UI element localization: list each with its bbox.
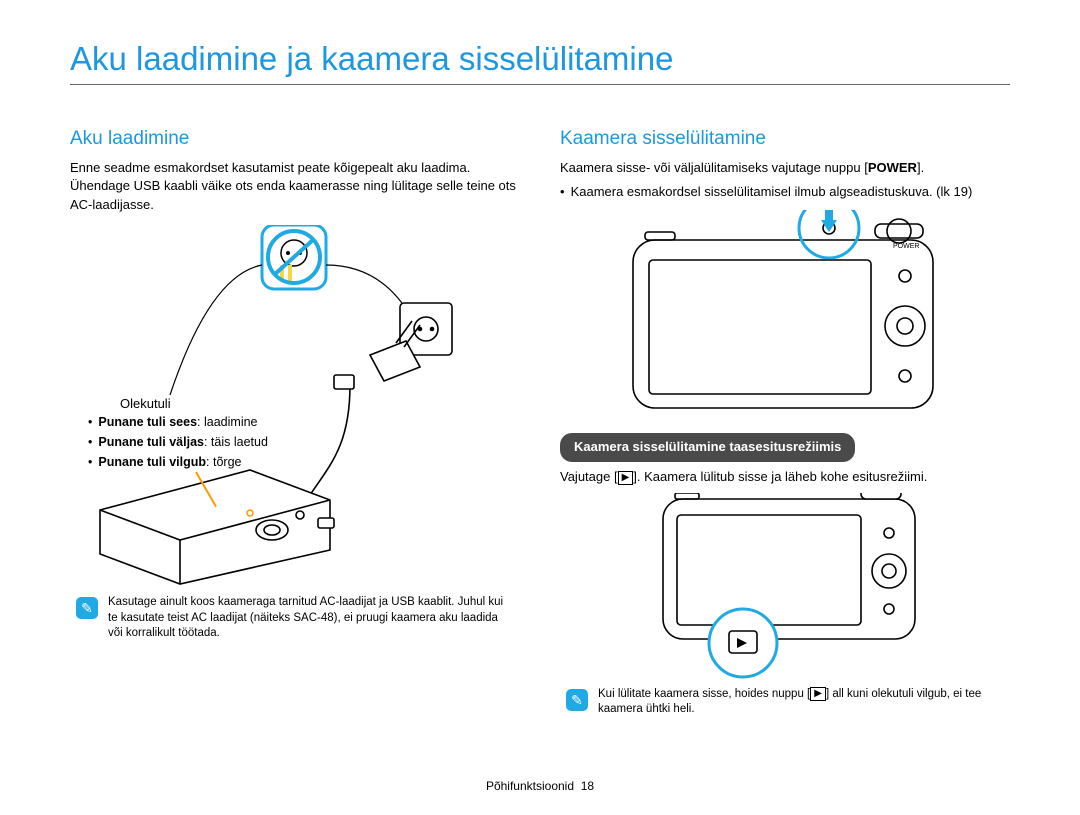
right-column: Kaamera sisselülitamine Kaamera sisse- v… <box>560 125 1010 718</box>
charging-illustration: Olekutuli •Punane tuli sees: laadimine •… <box>70 225 520 585</box>
play-icon: ▶ <box>810 687 826 701</box>
left-heading: Aku laadimine <box>70 125 520 153</box>
page-footer: Põhifunktsioonid 18 <box>0 779 1080 793</box>
play-icon: ▶ <box>618 471 634 485</box>
playback-text: Vajutage [▶]. Kaamera lülitub sisse ja l… <box>560 468 1010 487</box>
right-bullet-1: •Kaamera esmakordsel sisselülitamisel il… <box>560 183 1010 202</box>
right-heading: Kaamera sisselülitamine <box>560 125 1010 153</box>
note-icon: ✎ <box>566 689 588 711</box>
left-column: Aku laadimine Enne seadme esmakordset ka… <box>70 125 520 718</box>
content-columns: Aku laadimine Enne seadme esmakordset ka… <box>70 125 1010 718</box>
status-label: Olekutuli <box>120 395 171 414</box>
playback-heading: Kaamera sisselülitamine taasesitusrežiim… <box>560 433 855 462</box>
right-note-text: Kui lülitate kaamera sisse, hoides nuppu… <box>598 687 1004 718</box>
left-note-text: Kasutage ainult koos kaameraga tarnitud … <box>108 595 514 642</box>
right-note: ✎ Kui lülitate kaamera sisse, hoides nup… <box>560 687 1010 718</box>
page-title: Aku laadimine ja kaamera sisselülitamine <box>70 40 1010 85</box>
right-line1: Kaamera sisse- või väljalülitamiseks vaj… <box>560 159 1010 178</box>
camera-power-illustration: POWER <box>560 210 1010 415</box>
note-icon: ✎ <box>76 597 98 619</box>
svg-text:POWER: POWER <box>893 243 919 250</box>
camera-playback-illustration <box>560 493 1010 683</box>
status-list: •Punane tuli sees: laadimine •Punane tul… <box>88 413 288 473</box>
left-note: ✎ Kasutage ainult koos kaameraga tarnitu… <box>70 595 520 642</box>
left-intro: Enne seadme esmakordset kasutamist peate… <box>70 159 520 216</box>
